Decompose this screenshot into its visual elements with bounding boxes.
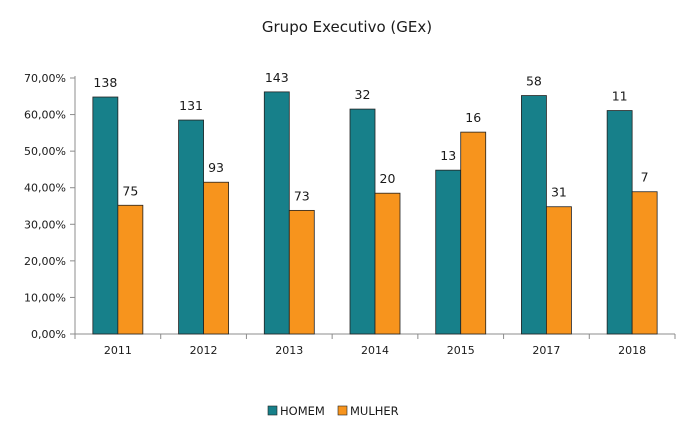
x-axis: 2011 2012 2013 2014 2015 2017 2018 xyxy=(74,333,676,357)
data-label: 32 xyxy=(355,87,371,102)
y-tick-label: 20,00% xyxy=(24,255,66,268)
x-tick-label: 2015 xyxy=(447,344,475,357)
y-tick-label: 50,00% xyxy=(24,145,66,158)
bar-homem xyxy=(606,110,633,335)
bars xyxy=(92,91,658,335)
y-tick-label: 10,00% xyxy=(24,291,66,304)
data-label: 138 xyxy=(93,75,117,90)
y-tick-label: 30,00% xyxy=(24,218,66,231)
bar-homem xyxy=(92,96,119,335)
bar-homem xyxy=(349,108,376,335)
chart-title: Grupo Executivo (GEx) xyxy=(262,18,432,36)
bar-homem xyxy=(263,91,290,335)
bar-mulher xyxy=(288,209,315,335)
y-tick-label: 40,00% xyxy=(24,182,66,195)
bar-mulher xyxy=(631,191,658,335)
data-label: 143 xyxy=(265,70,289,85)
x-tick-label: 2017 xyxy=(532,344,560,357)
x-tick-label: 2018 xyxy=(618,344,646,357)
y-tick-label: 0,00% xyxy=(31,328,66,341)
x-tick-label: 2013 xyxy=(275,344,303,357)
x-tick-label: 2014 xyxy=(361,344,389,357)
bar-homem xyxy=(521,95,547,335)
x-tick-label: 2012 xyxy=(190,344,218,357)
bar-mulher xyxy=(203,181,229,335)
legend-swatch-homem xyxy=(267,405,278,416)
data-label: 11 xyxy=(612,89,628,104)
bar-mulher xyxy=(546,206,572,335)
data-label: 73 xyxy=(294,188,310,203)
legend-label-homem: HOMEM xyxy=(280,404,325,418)
data-label: 58 xyxy=(526,74,542,89)
data-label: 31 xyxy=(551,185,567,200)
data-label: 13 xyxy=(440,148,456,163)
data-label: 16 xyxy=(465,110,481,125)
y-tick-label: 70,00% xyxy=(24,72,66,85)
data-label: 7 xyxy=(641,170,649,185)
data-label: 131 xyxy=(179,98,203,113)
legend-label-mulher: MULHER xyxy=(350,404,399,418)
legend-swatch-mulher xyxy=(337,405,348,416)
bar-homem xyxy=(178,119,204,335)
x-tick-label: 2011 xyxy=(104,344,132,357)
bar-homem xyxy=(435,169,462,335)
data-labels: 138 131 143 32 13 58 11 75 93 73 20 16 31 7 xyxy=(93,70,648,203)
bar-mulher xyxy=(460,131,487,335)
bar-mulher xyxy=(117,204,144,335)
y-tick-label: 60,00% xyxy=(24,109,66,122)
bar-mulher xyxy=(374,192,401,335)
data-label: 75 xyxy=(122,183,138,198)
data-label: 20 xyxy=(380,171,396,186)
legend: HOMEM MULHER xyxy=(267,404,399,418)
y-axis: 0,00% 10,00% 20,00% 30,00% 40,00% 50,00% 60,00… xyxy=(24,72,76,341)
data-label: 93 xyxy=(208,160,224,175)
